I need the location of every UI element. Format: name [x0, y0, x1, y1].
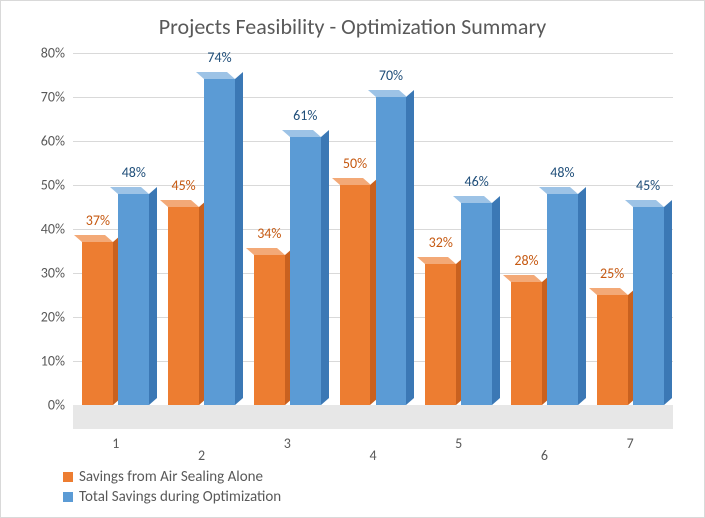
- bar: 34%: [254, 255, 285, 405]
- y-axis-tick-label: 40%: [41, 221, 73, 238]
- bar: 61%: [290, 137, 321, 405]
- y-axis-tick-label: 30%: [41, 265, 73, 282]
- bar-front: [547, 194, 578, 405]
- bar-front: [633, 207, 664, 405]
- bar-side: [321, 130, 329, 405]
- bar-value-label: 61%: [293, 107, 317, 137]
- y-axis-tick-label: 70%: [41, 89, 73, 106]
- y-axis-tick-label: 80%: [41, 45, 73, 62]
- y-axis-tick-label: 20%: [41, 309, 73, 326]
- x-axis-tick-label: 5: [455, 405, 462, 452]
- bar-front: [340, 185, 371, 405]
- bar-value-label: 50%: [343, 155, 367, 185]
- bar-value-label: 48%: [550, 164, 574, 194]
- bar-front: [290, 137, 321, 405]
- bar: 32%: [425, 264, 456, 405]
- bar: 25%: [597, 295, 628, 405]
- legend: Savings from Air Sealing AloneTotal Savi…: [63, 467, 281, 508]
- grid-line: [73, 97, 673, 98]
- bar: 74%: [204, 79, 235, 405]
- bar-value-label: 45%: [636, 177, 660, 207]
- bar-front: [425, 264, 456, 405]
- bar-front: [597, 295, 628, 405]
- legend-label: Total Savings during Optimization: [79, 487, 281, 507]
- bar-value-label: 25%: [600, 265, 624, 295]
- x-axis-tick-label: 3: [284, 405, 291, 452]
- bar-value-label: 34%: [257, 225, 281, 255]
- bar-value-label: 46%: [465, 173, 489, 203]
- bar-front: [511, 282, 542, 405]
- x-axis-tick-label: 4: [369, 405, 376, 464]
- bar-front: [168, 207, 199, 405]
- bar-value-label: 37%: [86, 212, 110, 242]
- chart-title: Projects Feasibility - Optimization Summ…: [1, 13, 704, 40]
- bar: 50%: [340, 185, 371, 405]
- bar-value-label: 45%: [171, 177, 195, 207]
- x-axis-tick-label: 7: [627, 405, 634, 452]
- bar: 46%: [461, 203, 492, 405]
- y-axis-tick-label: 60%: [41, 133, 73, 150]
- bar-side: [406, 90, 414, 405]
- x-axis-tick-label: 2: [198, 405, 205, 464]
- bar-front: [376, 97, 407, 405]
- legend-swatch: [63, 472, 73, 482]
- bar: 37%: [82, 242, 113, 405]
- bar: 48%: [118, 194, 149, 405]
- bar-side: [492, 196, 500, 405]
- bar-value-label: 48%: [122, 164, 146, 194]
- bar-side: [578, 187, 586, 405]
- bar-value-label: 32%: [429, 234, 453, 264]
- bar-value-label: 74%: [207, 49, 231, 79]
- plot-area: 0%10%20%30%40%50%60%70%80%137%48%245%74%…: [73, 53, 673, 405]
- legend-item: Total Savings during Optimization: [63, 487, 281, 507]
- bar: 28%: [511, 282, 542, 405]
- bar-side: [149, 187, 157, 405]
- x-axis-tick-label: 6: [541, 405, 548, 464]
- grid-line: [73, 141, 673, 142]
- bar: 70%: [376, 97, 407, 405]
- y-axis-tick-label: 50%: [41, 177, 73, 194]
- bar-value-label: 70%: [379, 67, 403, 97]
- bar-front: [82, 242, 113, 405]
- grid-line: [73, 53, 673, 54]
- bar-value-label: 28%: [514, 252, 538, 282]
- bar-front: [461, 203, 492, 405]
- bar-front: [254, 255, 285, 405]
- legend-swatch: [63, 492, 73, 502]
- x-axis-tick-label: 1: [112, 405, 119, 452]
- bar: 48%: [547, 194, 578, 405]
- bar-front: [204, 79, 235, 405]
- bar: 45%: [633, 207, 664, 405]
- bar-side: [235, 72, 243, 405]
- bar-front: [118, 194, 149, 405]
- y-axis-tick-label: 0%: [48, 397, 73, 414]
- legend-label: Savings from Air Sealing Alone: [79, 467, 263, 487]
- y-axis-tick-label: 10%: [41, 353, 73, 370]
- bar-side: [664, 200, 672, 405]
- bar: 45%: [168, 207, 199, 405]
- legend-item: Savings from Air Sealing Alone: [63, 467, 281, 487]
- chart-frame: Projects Feasibility - Optimization Summ…: [0, 0, 705, 518]
